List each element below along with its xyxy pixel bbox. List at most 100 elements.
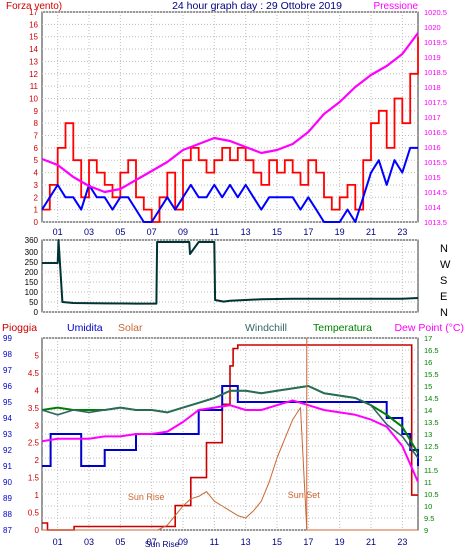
x-tick-label: 13 bbox=[241, 537, 251, 547]
direction-tick-label: 150 bbox=[25, 278, 39, 287]
rain-tick-label: 0 bbox=[35, 526, 40, 535]
rain-tick-label: 2 bbox=[35, 456, 40, 465]
series-layer bbox=[42, 239, 419, 305]
right-tick-label: 1013.5 bbox=[424, 218, 447, 227]
rain-tick-label: 1.5 bbox=[28, 474, 40, 483]
humidity-tick-label: 95 bbox=[3, 398, 12, 407]
left-tick-label: 1 bbox=[34, 206, 39, 215]
rain-tick-label: 5 bbox=[35, 351, 40, 360]
humidity-tick-label: 88 bbox=[3, 510, 12, 519]
right-tick-label: 1017 bbox=[424, 113, 441, 122]
direction-tick-label: 0 bbox=[34, 308, 39, 317]
right-axis-label: Pressione bbox=[374, 1, 419, 12]
rain-tick-label: 3.5 bbox=[28, 404, 40, 413]
left-tick-label: 8 bbox=[34, 119, 39, 128]
humidity-tick-label: 87 bbox=[3, 526, 12, 535]
temperature-tick-label: 9.5 bbox=[424, 514, 434, 523]
left-tick-label: 17 bbox=[29, 8, 38, 17]
sunrise-label: Sun Rise bbox=[128, 492, 165, 502]
temperature-axis-label: Temperatura bbox=[313, 322, 372, 334]
temperature-tick-label: 10.5 bbox=[424, 490, 439, 499]
right-tick-label: 1019.5 bbox=[424, 38, 447, 47]
x-tick-label: 19 bbox=[335, 227, 345, 237]
x-tick-label: 17 bbox=[303, 537, 313, 547]
x-tick-label: 07 bbox=[147, 537, 157, 547]
x-axis-ticks: 01 03 05 07 09 11 13 15 17 19 21 23 bbox=[53, 537, 408, 547]
left-tick-label: 9 bbox=[34, 107, 39, 116]
humidity-tick-label: 92 bbox=[3, 446, 12, 455]
humidity-tick-label: 90 bbox=[3, 478, 12, 487]
temperature-panel: Pioggia Umidita Solar Windchill Temperat… bbox=[2, 322, 464, 549]
x-tick-label: 11 bbox=[210, 227, 219, 237]
humidity-tick-label: 96 bbox=[3, 382, 12, 391]
humidity-tick-label: 91 bbox=[3, 462, 12, 471]
left-tick-label: 2 bbox=[34, 193, 39, 202]
humidity-tick-label: 98 bbox=[3, 350, 12, 359]
right-axis-ticks: 1013.5 1014 1014.5 1015 1015.5 1016 1016.5 1017… bbox=[424, 8, 447, 227]
right-tick-label: 1018.5 bbox=[424, 68, 447, 77]
x-tick-label: 07 bbox=[147, 227, 157, 237]
rain-axis-label: Pioggia bbox=[2, 322, 37, 334]
left-tick-label: 0 bbox=[34, 218, 39, 227]
left-tick-label: 7 bbox=[34, 132, 39, 141]
right-tick-label: 1018 bbox=[424, 83, 441, 92]
x-tick-label: 19 bbox=[335, 537, 345, 547]
pressure-line bbox=[41, 32, 419, 194]
x-tick-label: 11 bbox=[210, 537, 219, 547]
dewpoint-axis-label: Dew Point (°C) bbox=[394, 322, 464, 334]
sunrise-axis-label: Sun Rise bbox=[145, 539, 180, 549]
right-tick-label: 1014 bbox=[424, 203, 441, 212]
right-tick-label: 1015 bbox=[424, 173, 441, 182]
direction-tick-label: 300 bbox=[25, 248, 39, 257]
wind-speed-line bbox=[42, 36, 419, 223]
left-tick-label: 14 bbox=[29, 45, 38, 54]
right-tick-label: 1020.5 bbox=[424, 8, 447, 17]
rain-tick-label: 4 bbox=[35, 386, 40, 395]
right-tick-label: 1019 bbox=[424, 53, 441, 62]
right-tick-label: 1020 bbox=[424, 23, 441, 32]
temperature-tick-label: 9 bbox=[424, 526, 428, 535]
compass-label: S bbox=[440, 275, 447, 287]
temperature-axis-ticks: 9 9.5 10 10.5 11 11.5 12 12.5 13 13.5 14 14.5 15 15.5… bbox=[424, 334, 439, 535]
direction-tick-label: 50 bbox=[29, 298, 38, 307]
left-tick-label: 3 bbox=[34, 181, 39, 190]
humidity-tick-label: 89 bbox=[3, 494, 12, 503]
rain-tick-label: 4.5 bbox=[28, 369, 40, 378]
compass-label: N bbox=[440, 243, 448, 255]
temperature-tick-label: 15.5 bbox=[424, 370, 439, 379]
x-tick-label: 17 bbox=[303, 227, 313, 237]
rain-tick-label: 0.5 bbox=[28, 509, 40, 518]
rain-axis-ticks: 0 0.5 1 1.5 2 2.5 3 3.5 4 4.5 5 bbox=[28, 351, 40, 535]
left-tick-label: 4 bbox=[34, 169, 39, 178]
rain-tick-label: 1 bbox=[35, 491, 40, 500]
x-tick-label: 01 bbox=[53, 537, 63, 547]
direction-tick-label: 360 bbox=[25, 236, 39, 245]
left-tick-label: 15 bbox=[29, 33, 38, 42]
series-layer bbox=[41, 32, 419, 223]
humidity-axis-ticks: 87 88 89 90 91 92 93 94 95 96 97 98 99 bbox=[3, 334, 12, 535]
temperature-tick-label: 10 bbox=[424, 502, 432, 511]
dewpoint-line bbox=[41, 399, 419, 483]
left-axis-label: Forza vento) bbox=[6, 1, 62, 12]
temperature-tick-label: 14.5 bbox=[424, 394, 439, 403]
x-tick-label: 15 bbox=[272, 537, 282, 547]
left-tick-label: 10 bbox=[29, 94, 38, 103]
x-tick-label: 21 bbox=[366, 227, 376, 237]
temperature-tick-label: 14 bbox=[424, 406, 432, 415]
right-tick-label: 1017.5 bbox=[424, 98, 447, 107]
temperature-tick-label: 13.5 bbox=[424, 418, 439, 427]
windchill-axis-label: Windchill bbox=[245, 322, 287, 334]
left-tick-label: 6 bbox=[34, 144, 39, 153]
compass-label: E bbox=[440, 291, 447, 303]
right-tick-label: 1015.5 bbox=[424, 158, 447, 167]
x-tick-label: 21 bbox=[366, 537, 376, 547]
temperature-tick-label: 16.5 bbox=[424, 346, 439, 355]
rain-tick-label: 3 bbox=[35, 421, 40, 430]
temperature-tick-label: 11.5 bbox=[424, 466, 438, 475]
direction-tick-label: 200 bbox=[25, 268, 39, 277]
temperature-tick-label: 16 bbox=[424, 358, 432, 367]
